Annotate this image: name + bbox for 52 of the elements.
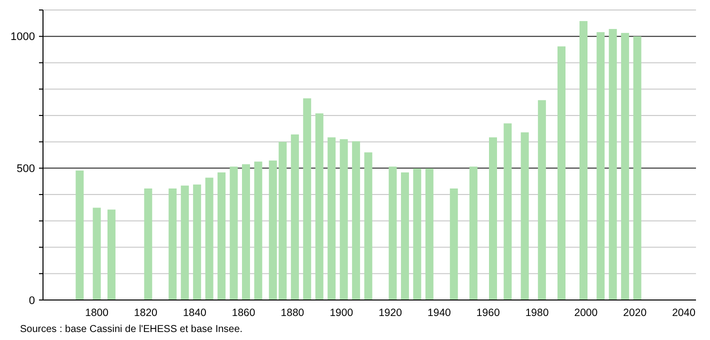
bar (388, 166, 397, 300)
x-tick-label: 1900 (330, 307, 354, 319)
bar (315, 113, 324, 300)
bar (254, 162, 262, 300)
x-tick-label: 1840 (182, 307, 206, 319)
bar (520, 132, 529, 300)
x-tick-label: 1920 (378, 307, 402, 319)
bar (608, 28, 617, 300)
bar (352, 141, 360, 300)
source-note: Sources : base Cassini de l'EHESS et base Insee. (20, 324, 243, 335)
bar (400, 172, 409, 300)
x-tick-label: 1860 (232, 307, 256, 319)
bar (469, 166, 478, 300)
x-tick-label: 1980 (525, 307, 549, 319)
bar (193, 184, 202, 300)
bar (580, 21, 588, 300)
x-tick-label: 1800 (85, 307, 109, 319)
x-tick-label: 2000 (574, 307, 598, 319)
x-tick-label: 1940 (428, 307, 452, 319)
bar (303, 98, 312, 300)
bar (218, 172, 226, 300)
bar (557, 46, 566, 300)
bar (180, 186, 189, 300)
x-tick-label: 1960 (476, 307, 500, 319)
bar (621, 32, 630, 300)
bar (489, 137, 498, 300)
bar (425, 168, 434, 300)
bar (504, 123, 512, 300)
bar (340, 139, 348, 300)
bar (596, 32, 605, 300)
bar (107, 210, 116, 300)
bar (290, 134, 299, 300)
bar (205, 178, 214, 300)
bar (230, 166, 238, 300)
bar (144, 188, 152, 300)
bar (76, 170, 84, 300)
x-tick-label: 2040 (672, 307, 696, 319)
bar (633, 36, 642, 300)
bar (92, 208, 101, 300)
x-tick-label: 1820 (134, 307, 158, 319)
bar (413, 168, 422, 300)
bar (168, 188, 177, 300)
bar (450, 188, 458, 300)
y-tick-label: 0 (28, 294, 35, 307)
x-tick-label: 1880 (280, 307, 304, 319)
bar (242, 164, 250, 300)
y-tick-label: 1000 (10, 31, 35, 44)
y-tick-label: 500 (16, 163, 35, 176)
bar (328, 137, 336, 300)
bar (364, 152, 372, 300)
x-tick-label: 2020 (623, 307, 647, 319)
bar (538, 100, 546, 300)
